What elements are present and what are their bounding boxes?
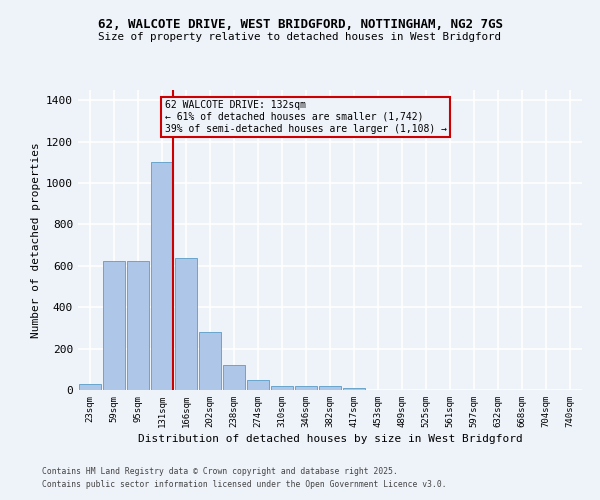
Bar bbox=[79, 384, 101, 390]
Bar bbox=[175, 258, 197, 390]
Bar bbox=[199, 332, 221, 390]
Bar bbox=[343, 388, 365, 390]
Text: Contains public sector information licensed under the Open Government Licence v3: Contains public sector information licen… bbox=[42, 480, 446, 489]
Text: 62 WALCOTE DRIVE: 132sqm
← 61% of detached houses are smaller (1,742)
39% of sem: 62 WALCOTE DRIVE: 132sqm ← 61% of detach… bbox=[164, 100, 446, 134]
Bar bbox=[223, 365, 245, 390]
Bar bbox=[271, 386, 293, 390]
Bar bbox=[127, 260, 149, 390]
Bar bbox=[103, 260, 125, 390]
Text: Size of property relative to detached houses in West Bridgford: Size of property relative to detached ho… bbox=[98, 32, 502, 42]
Y-axis label: Number of detached properties: Number of detached properties bbox=[31, 142, 41, 338]
X-axis label: Distribution of detached houses by size in West Bridgford: Distribution of detached houses by size … bbox=[137, 434, 523, 444]
Bar bbox=[319, 386, 341, 390]
Text: Contains HM Land Registry data © Crown copyright and database right 2025.: Contains HM Land Registry data © Crown c… bbox=[42, 467, 398, 476]
Text: 62, WALCOTE DRIVE, WEST BRIDGFORD, NOTTINGHAM, NG2 7GS: 62, WALCOTE DRIVE, WEST BRIDGFORD, NOTTI… bbox=[97, 18, 503, 30]
Bar bbox=[151, 162, 173, 390]
Bar bbox=[295, 386, 317, 390]
Bar bbox=[247, 380, 269, 390]
